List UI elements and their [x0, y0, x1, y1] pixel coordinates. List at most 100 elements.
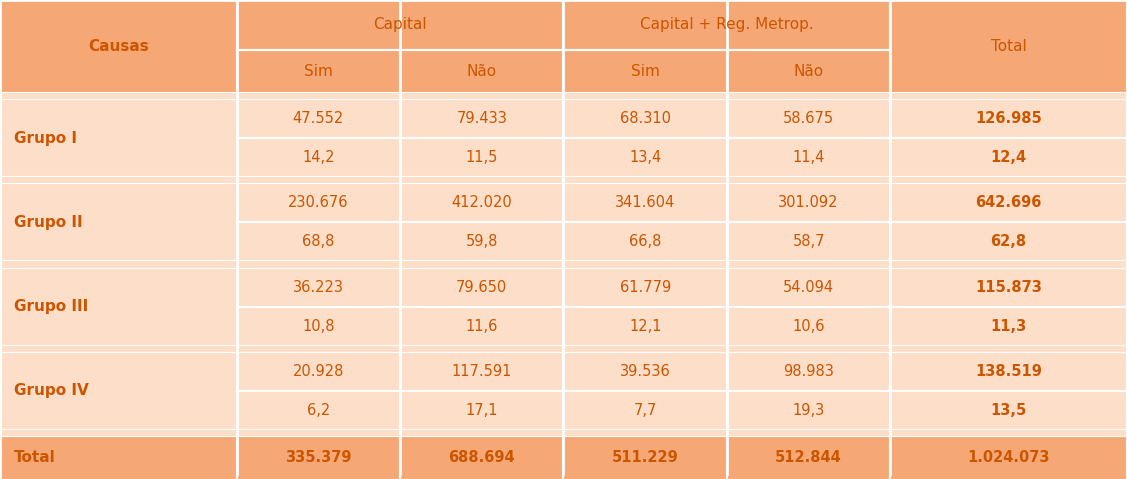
Text: 79.433: 79.433	[456, 111, 507, 126]
Text: 115.873: 115.873	[975, 280, 1042, 295]
Text: Grupo III: Grupo III	[14, 299, 88, 314]
Text: 98.983: 98.983	[783, 364, 834, 379]
Text: 13,5: 13,5	[991, 403, 1027, 418]
Text: 39.536: 39.536	[620, 364, 671, 379]
Text: Grupo II: Grupo II	[14, 215, 82, 230]
Bar	[564, 0, 890, 50]
Text: 11,4: 11,4	[792, 150, 825, 165]
Text: 12,1: 12,1	[629, 319, 662, 333]
Bar	[400, 99, 564, 138]
Bar	[890, 138, 1127, 177]
Bar	[564, 138, 727, 177]
Text: 642.696: 642.696	[976, 195, 1041, 210]
Text: Sim: Sim	[304, 64, 332, 79]
Text: 54.094: 54.094	[783, 280, 834, 295]
Bar	[564, 183, 727, 222]
Bar	[890, 307, 1127, 346]
Bar	[237, 99, 400, 138]
Bar	[237, 307, 400, 346]
Bar	[890, 268, 1127, 307]
Bar	[400, 436, 564, 479]
Bar	[890, 436, 1127, 479]
Text: 6,2: 6,2	[307, 403, 330, 418]
Bar	[890, 391, 1127, 430]
Bar	[400, 183, 564, 222]
Text: 7,7: 7,7	[633, 403, 657, 418]
Text: 341.604: 341.604	[615, 195, 675, 210]
Text: 1.024.073: 1.024.073	[967, 450, 1050, 466]
Bar	[0, 0, 237, 93]
Bar	[890, 0, 1127, 93]
Text: 12,4: 12,4	[991, 150, 1027, 165]
Bar	[400, 138, 564, 177]
Text: 36.223: 36.223	[293, 280, 344, 295]
Text: 58.675: 58.675	[783, 111, 834, 126]
Text: 47.552: 47.552	[293, 111, 344, 126]
Text: 301.092: 301.092	[779, 195, 838, 210]
Text: 19,3: 19,3	[792, 403, 825, 418]
Bar	[0, 99, 237, 177]
Text: Sim: Sim	[631, 64, 659, 79]
Bar	[237, 183, 400, 222]
Bar	[237, 436, 400, 479]
Text: 14,2: 14,2	[302, 150, 335, 165]
Text: 62,8: 62,8	[991, 234, 1027, 250]
Bar	[237, 50, 400, 93]
Bar	[727, 307, 890, 346]
Text: 13,4: 13,4	[629, 150, 662, 165]
Bar	[400, 391, 564, 430]
Text: 66,8: 66,8	[629, 234, 662, 250]
Bar	[890, 183, 1127, 222]
Text: 20.928: 20.928	[293, 364, 344, 379]
Bar	[237, 138, 400, 177]
Bar	[400, 222, 564, 262]
Text: Grupo IV: Grupo IV	[14, 383, 88, 399]
Bar	[564, 222, 727, 262]
Text: Não: Não	[467, 64, 497, 79]
Text: 61.779: 61.779	[620, 280, 671, 295]
Text: 10,6: 10,6	[792, 319, 825, 333]
Text: 10,8: 10,8	[302, 319, 335, 333]
Bar	[727, 268, 890, 307]
Text: Total: Total	[991, 39, 1027, 54]
Text: 68,8: 68,8	[302, 234, 335, 250]
Text: 17,1: 17,1	[465, 403, 498, 418]
Bar	[0, 93, 1127, 99]
Text: Causas: Causas	[88, 39, 149, 54]
Bar	[237, 391, 400, 430]
Text: 512.844: 512.844	[775, 450, 842, 466]
Bar	[564, 436, 727, 479]
Bar	[890, 99, 1127, 138]
Bar	[727, 352, 890, 391]
Bar	[727, 436, 890, 479]
Text: 117.591: 117.591	[452, 364, 512, 379]
Bar	[564, 50, 727, 93]
Bar	[0, 436, 237, 479]
Bar	[0, 177, 1127, 183]
Text: Total: Total	[14, 450, 55, 466]
Text: 59,8: 59,8	[465, 234, 498, 250]
Text: 58,7: 58,7	[792, 234, 825, 250]
Text: 230.676: 230.676	[289, 195, 348, 210]
Bar	[400, 352, 564, 391]
Text: 68.310: 68.310	[620, 111, 671, 126]
Text: 511.229: 511.229	[612, 450, 678, 466]
Bar	[0, 183, 237, 262]
Bar	[727, 138, 890, 177]
Bar	[727, 222, 890, 262]
Bar	[727, 183, 890, 222]
Text: 412.020: 412.020	[452, 195, 512, 210]
Bar	[727, 99, 890, 138]
Text: 11,5: 11,5	[465, 150, 498, 165]
Bar	[564, 307, 727, 346]
Bar	[237, 222, 400, 262]
Text: 11,6: 11,6	[465, 319, 498, 333]
Bar	[0, 262, 1127, 268]
Bar	[564, 391, 727, 430]
Text: 11,3: 11,3	[991, 319, 1027, 333]
Bar	[727, 50, 890, 93]
Text: Capital + Reg. Metrop.: Capital + Reg. Metrop.	[640, 18, 814, 33]
Bar	[890, 352, 1127, 391]
Text: 126.985: 126.985	[975, 111, 1042, 126]
Text: Não: Não	[793, 64, 824, 79]
